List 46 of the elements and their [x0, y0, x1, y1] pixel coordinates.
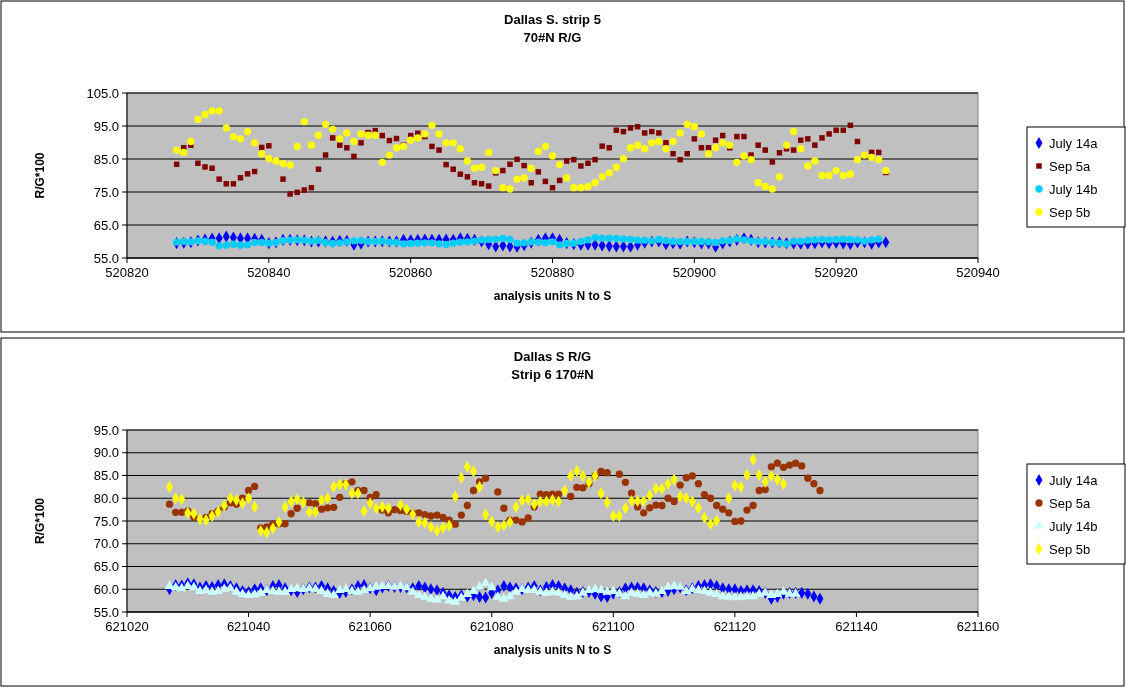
legend-label: July 14b [1049, 519, 1098, 534]
y-axis-title: R/G*100 [33, 152, 47, 199]
x-axis-title: analysis units N to S [493, 289, 612, 303]
legend-label: Sep 5b [1049, 205, 1091, 220]
y-tick-label: 95.0 [93, 118, 119, 134]
x-tick-label: 520840 [247, 265, 291, 280]
x-tick-label: 520820 [105, 265, 149, 280]
y-tick-label: 70.0 [93, 536, 119, 552]
chart-subtitle: 70#N R/G [523, 30, 582, 45]
y-tick-label: 55.0 [93, 604, 119, 620]
y-axis-title: R/G*100 [33, 497, 47, 545]
x-tick-label: 621140 [835, 619, 878, 634]
legend-label: July 14a [1049, 136, 1099, 151]
chart-title: Dallas S. strip 5 [504, 12, 601, 27]
y-tick-label: 65.0 [93, 217, 119, 233]
x-tick-label: 621060 [348, 619, 392, 634]
x-tick-label: 520920 [814, 265, 858, 280]
x-tick-label: 621100 [592, 619, 635, 634]
chart-subtitle: Strip 6 170#N [511, 367, 594, 382]
y-tick-label: 85.0 [93, 151, 119, 167]
x-tick-label: 621080 [470, 619, 514, 634]
y-tick-label: 85.0 [93, 468, 119, 483]
legend-label: Sep 5a [1049, 159, 1091, 174]
y-tick-label: 95.0 [93, 422, 119, 438]
chart-title: Dallas S R/G [513, 349, 592, 364]
legend-label: Sep 5a [1049, 496, 1091, 511]
y-tick-label: 80.0 [93, 490, 119, 506]
x-tick-label: 520880 [530, 265, 575, 280]
y-tick-label: 75.0 [93, 513, 119, 529]
x-tick-label: 621020 [105, 619, 149, 634]
legend-label: July 14a [1049, 473, 1099, 488]
y-tick-label: 75.0 [93, 184, 119, 200]
y-tick-label: 90.0 [93, 445, 119, 461]
y-tick-label: 55.0 [93, 250, 119, 266]
x-tick-label: 621160 [956, 619, 1000, 634]
legend-label: Sep 5b [1049, 542, 1091, 557]
x-axis-title: analysis units N to S [493, 643, 612, 657]
y-tick-label: 105.0 [86, 85, 119, 101]
x-tick-label: 621040 [226, 619, 271, 634]
y-tick-label: 60.0 [93, 581, 119, 597]
x-tick-label: 520900 [672, 265, 717, 280]
legend-label: July 14b [1049, 182, 1098, 197]
y-tick-label: 65.0 [93, 559, 119, 574]
x-tick-label: 520940 [956, 265, 1000, 280]
x-tick-label: 621120 [713, 619, 757, 634]
x-tick-label: 520860 [388, 265, 433, 280]
